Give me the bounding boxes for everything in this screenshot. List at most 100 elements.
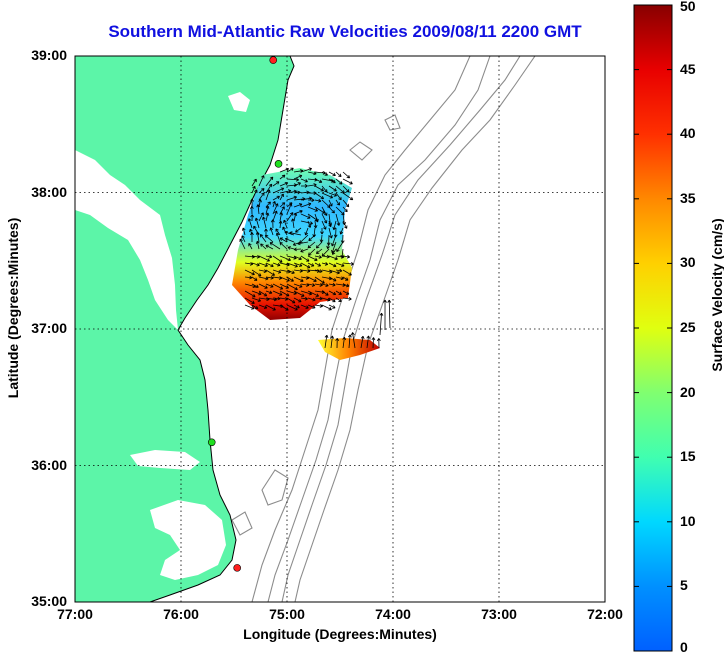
- colorbar-tick-label: 5: [680, 577, 688, 594]
- velocity-vector: [258, 175, 265, 187]
- velocity-vector: [251, 304, 259, 310]
- bathymetry-contours: [231, 56, 536, 602]
- velocity-vector: [297, 241, 309, 246]
- velocity-vector: [339, 227, 344, 235]
- velocity-vector: [251, 290, 262, 296]
- velocity-vector: [300, 248, 309, 253]
- velocity-vector: [251, 297, 262, 303]
- velocity-vector: [265, 254, 273, 259]
- velocity-vector: [314, 185, 324, 192]
- velocity-vector: [307, 220, 312, 228]
- velocity-vector: [289, 231, 302, 236]
- velocity-vector: [286, 304, 298, 311]
- velocity-vector: [300, 255, 310, 262]
- velocity-vector: [293, 247, 302, 252]
- velocity-vector: [328, 304, 336, 309]
- colorbar-tick-label: 45: [680, 60, 696, 77]
- velocity-vector: [244, 262, 254, 266]
- colorbar-tickmarks: [634, 4, 672, 652]
- velocity-vector: [335, 199, 341, 206]
- velocity-vector: [335, 337, 340, 349]
- velocity-vector: [321, 304, 332, 311]
- velocity-vector: [328, 206, 335, 214]
- velocity-vector: [259, 234, 267, 243]
- velocity-vector: [244, 275, 253, 280]
- velocity-vector: [248, 242, 253, 250]
- velocity-vector: [307, 283, 316, 287]
- velocity-vector: [251, 185, 256, 194]
- velocity-vector: [279, 193, 284, 201]
- velocity-vector: [272, 181, 280, 187]
- colorbar: [633, 4, 673, 652]
- velocity-vector: [287, 246, 295, 250]
- velocity-vector: [300, 220, 313, 225]
- velocity-vector: [250, 214, 255, 222]
- velocity-vector: [383, 299, 387, 331]
- y-axis-label: Latitude (Degrees:Minutes): [5, 217, 21, 399]
- chesapeake-bay: [75, 150, 178, 330]
- velocity-vector: [342, 296, 352, 301]
- velocity-vector: [258, 212, 264, 222]
- velocity-vector: [291, 218, 295, 229]
- velocity-vector: [342, 199, 350, 208]
- velocity-vector: [265, 183, 273, 194]
- velocity-vector: [250, 198, 254, 208]
- velocity-vector: [308, 248, 316, 256]
- velocity-vector: [307, 183, 317, 187]
- velocity-vector: [261, 216, 267, 229]
- velocity-vector: [314, 283, 323, 287]
- velocity-vector: [286, 203, 293, 215]
- velocity-vector: [328, 199, 333, 207]
- velocity-vector: [321, 220, 327, 230]
- velocity-vector: [307, 255, 318, 262]
- velocity-vector: [321, 171, 328, 176]
- velocity-vector: [260, 243, 267, 250]
- velocity-vector: [251, 189, 258, 201]
- velocity-vector: [279, 255, 291, 262]
- velocity-vector: [279, 242, 288, 250]
- velocity-vector: [376, 338, 381, 349]
- velocity-vector: [272, 195, 280, 201]
- velocity-vector: [286, 212, 294, 222]
- velocity-vector: [307, 290, 320, 297]
- chart-title: Southern Mid-Atlantic Raw Velocities 200…: [108, 22, 582, 41]
- velocity-vector: [314, 192, 325, 200]
- velocity-vector: [258, 304, 268, 309]
- velocity-vector: [293, 174, 303, 180]
- velocity-vector: [269, 242, 281, 250]
- velocity-vector: [366, 335, 371, 349]
- velocity-vector: [293, 297, 302, 303]
- map-area: [75, 56, 605, 602]
- velocity-vector: [286, 167, 294, 173]
- colorbar-tick-label: 15: [680, 448, 696, 465]
- velocity-vector: [265, 262, 274, 268]
- velocity-vector: [265, 269, 275, 276]
- velocity-vector: [284, 237, 295, 243]
- velocity-vector: [293, 212, 298, 222]
- velocity-vector: [239, 238, 246, 250]
- velocity-vector: [342, 192, 354, 201]
- velocity-vector: [293, 262, 303, 267]
- velocity-vector: [251, 276, 258, 281]
- velocity-vector: [272, 200, 276, 208]
- velocity-vector: [300, 213, 311, 219]
- velocity-vector: [314, 255, 322, 259]
- velocity-vector: [335, 178, 343, 185]
- velocity-vector: [269, 227, 274, 236]
- velocity-vector: [315, 248, 323, 255]
- colorbar-tick-label: 30: [680, 254, 696, 271]
- velocity-vector: [307, 276, 317, 282]
- x-tick-label: 75:00: [269, 606, 305, 622]
- velocity-vector: [244, 297, 255, 304]
- coastline: [149, 56, 295, 602]
- velocity-vector: [300, 184, 308, 188]
- velocity-vector: [286, 269, 295, 274]
- velocity-vector: [279, 212, 284, 222]
- velocity-vector: [286, 195, 297, 201]
- velocity-vector: [258, 192, 265, 201]
- velocity-vector: [244, 290, 256, 298]
- x-axis-label: Longitude (Degrees:Minutes): [243, 626, 437, 642]
- velocity-vector: [335, 268, 343, 273]
- velocity-vector: [279, 206, 285, 215]
